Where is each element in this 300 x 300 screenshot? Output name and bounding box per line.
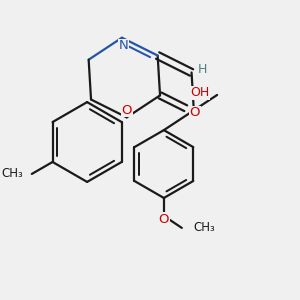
Text: O: O: [122, 104, 132, 117]
Text: OH: OH: [190, 86, 209, 100]
Text: O: O: [189, 106, 200, 119]
Text: CH₃: CH₃: [1, 167, 23, 180]
Text: H: H: [198, 63, 207, 76]
Text: CH₃: CH₃: [193, 221, 215, 234]
Text: O: O: [159, 213, 169, 226]
Text: N: N: [119, 39, 129, 52]
